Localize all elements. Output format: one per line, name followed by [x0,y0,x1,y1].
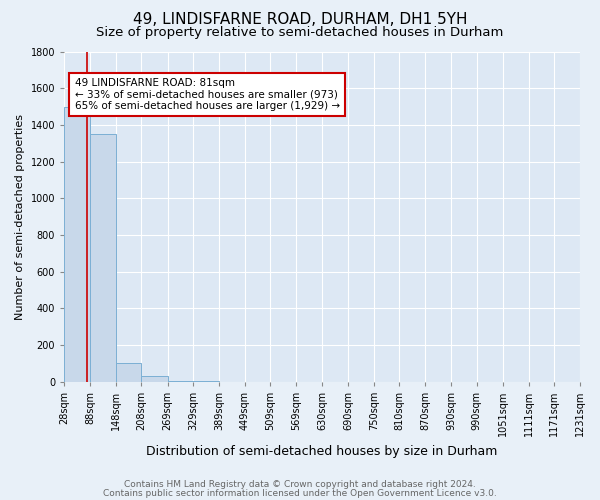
X-axis label: Distribution of semi-detached houses by size in Durham: Distribution of semi-detached houses by … [146,444,498,458]
Bar [167,381,193,382]
Text: 49 LINDISFARNE ROAD: 81sqm
← 33% of semi-detached houses are smaller (973)
65% o: 49 LINDISFARNE ROAD: 81sqm ← 33% of semi… [74,78,340,111]
Text: 49, LINDISFARNE ROAD, DURHAM, DH1 5YH: 49, LINDISFARNE ROAD, DURHAM, DH1 5YH [133,12,467,28]
Bar [142,376,167,382]
Text: Size of property relative to semi-detached houses in Durham: Size of property relative to semi-detach… [97,26,503,39]
Text: Contains HM Land Registry data © Crown copyright and database right 2024.: Contains HM Land Registry data © Crown c… [124,480,476,489]
Bar [64,106,90,382]
Text: Contains public sector information licensed under the Open Government Licence v3: Contains public sector information licen… [103,488,497,498]
Bar [116,364,142,382]
Bar [90,134,116,382]
Y-axis label: Number of semi-detached properties: Number of semi-detached properties [15,114,25,320]
